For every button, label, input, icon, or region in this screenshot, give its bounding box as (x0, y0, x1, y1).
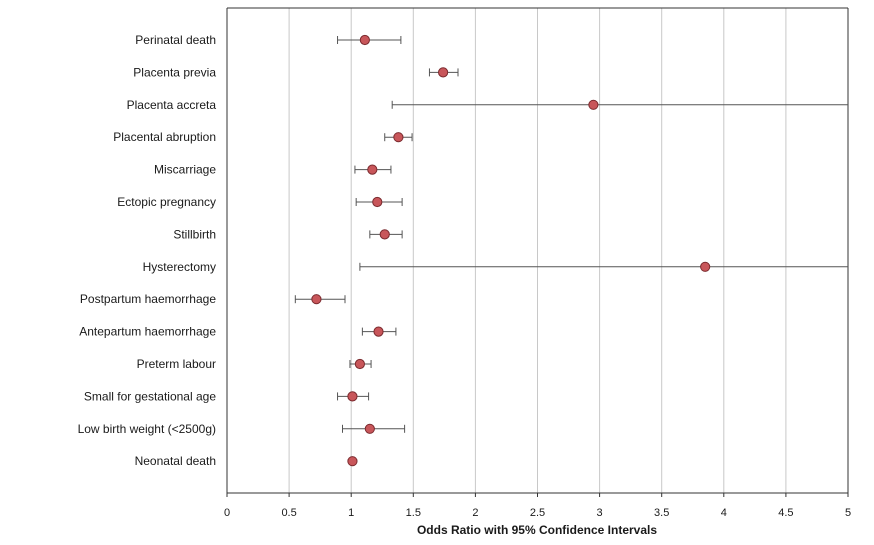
data-point (359, 34, 370, 46)
category-label: Placental abruption (113, 130, 216, 144)
data-point (373, 326, 384, 337)
x-tick-labels: 0 0.5 1 1.5 2 2.5 3 3.5 4 4.5 5 (224, 507, 851, 519)
x-tick-label: 4.5 (778, 507, 793, 519)
category-labels: Perinatal death Placenta previa Placenta a… (78, 33, 217, 468)
data-point (311, 294, 322, 305)
x-tick-label: 3 (597, 507, 603, 519)
x-tick-label: 0 (224, 507, 230, 519)
x-tick-label: 2.5 (530, 507, 545, 519)
category-label: Stillbirth (173, 227, 216, 241)
x-tick-label: 5 (845, 507, 851, 519)
x-tick-label: 0.5 (281, 507, 296, 519)
data-point (347, 391, 358, 402)
data-point (700, 261, 711, 272)
data-point (393, 132, 404, 143)
category-label: Small for gestational age (84, 389, 216, 403)
data-point (379, 229, 390, 240)
category-label: Neonatal death (135, 454, 216, 468)
category-label: Miscarriage (154, 163, 216, 177)
category-label: Perinatal death (135, 33, 216, 47)
x-tick-label: 3.5 (654, 507, 669, 519)
category-label: Placenta accreta (127, 98, 217, 112)
x-tick-label: 2 (472, 507, 478, 519)
category-label: Postpartum haemorrhage (80, 292, 216, 306)
category-label: Ectopic pregnancy (117, 195, 216, 209)
data-point (372, 196, 383, 208)
x-tick-label: 1.5 (406, 507, 421, 519)
grid-layer (288, 8, 787, 493)
category-label: Placenta previa (133, 65, 216, 79)
x-tick-label: 4 (721, 507, 727, 519)
data-point (367, 164, 378, 175)
data-point (438, 67, 449, 78)
category-label: Hysterectomy (143, 260, 216, 274)
data-point (354, 358, 365, 370)
data-point (364, 423, 375, 434)
x-axis-label: Odds Ratio with 95% Confidence Intervals (417, 523, 657, 537)
x-tick-label: 1 (348, 507, 354, 519)
data-point (588, 99, 599, 110)
data-point (347, 456, 358, 467)
axis-layer (226, 7, 849, 497)
data-points (311, 34, 711, 467)
category-label: Antepartum haemorrhage (79, 325, 216, 339)
error-bars (294, 36, 848, 466)
category-label: Low birth weight (<2500g) (78, 422, 216, 436)
category-label: Preterm labour (137, 357, 216, 371)
